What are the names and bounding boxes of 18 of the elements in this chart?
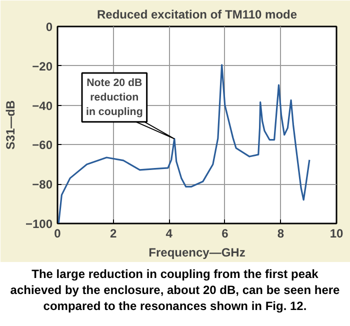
y-axis-title: S31—dB [3,100,18,150]
line-series [58,64,310,224]
x-tick-label: 2 [110,226,117,240]
y-tick-label: −60 [32,138,53,152]
x-tick-label: 8 [277,226,284,240]
text: The large reduction in coupling from the first peak achieved by the enclosure, about 20 dB, can be seen here compared to the resonances shown in Fig. 12. [9,266,341,315]
y-tick-label: −100 [25,217,53,231]
y-tick-label: 0 [46,20,53,34]
x-tick-label: 4 [166,226,173,240]
x-axis-title: Frequency—GHz [148,246,246,260]
x-tick-label: 10 [330,226,344,240]
x-tick-label: 0 [54,226,62,240]
chart-title: Reduced excitation of TM110 mode [96,8,298,22]
y-tick-label: −40 [32,98,53,113]
y-tick-label: −20 [32,59,53,74]
y-tick-label: −80 [32,178,53,192]
x-tick-label: 6 [222,226,229,240]
annotation: Note 20 dB reduction in coupling [86,77,143,118]
